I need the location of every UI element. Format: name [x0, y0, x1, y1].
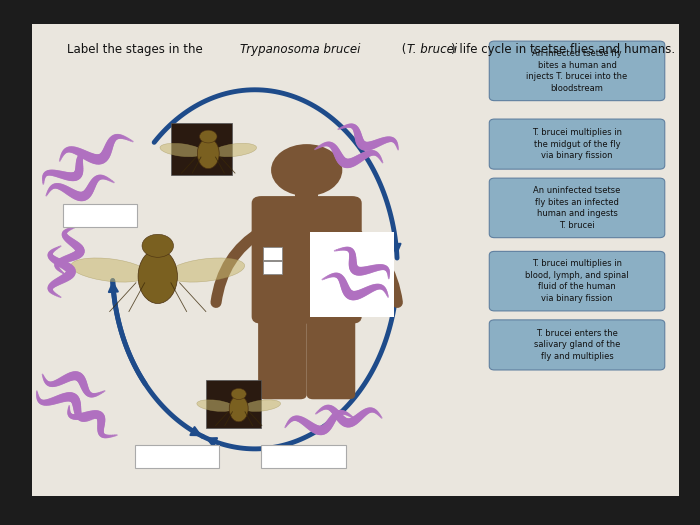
Ellipse shape	[138, 249, 177, 303]
Text: Label the stages in the: Label the stages in the	[67, 43, 206, 56]
Circle shape	[142, 234, 174, 257]
FancyBboxPatch shape	[258, 309, 307, 399]
Ellipse shape	[71, 258, 148, 282]
Bar	[310, 232, 394, 317]
Bar	[262, 261, 282, 274]
Ellipse shape	[197, 400, 234, 412]
FancyBboxPatch shape	[489, 320, 665, 370]
Bar	[62, 204, 137, 227]
FancyBboxPatch shape	[489, 119, 665, 169]
Text: ) life cycle in tsetse flies and humans.: ) life cycle in tsetse flies and humans.	[451, 43, 676, 56]
Circle shape	[271, 144, 342, 196]
Bar	[261, 445, 346, 468]
Bar	[135, 445, 219, 468]
FancyBboxPatch shape	[307, 309, 356, 399]
Bar	[171, 123, 232, 175]
Text: (: (	[398, 43, 407, 56]
Bar	[206, 380, 261, 427]
Text: T. brucei: T. brucei	[407, 43, 457, 56]
Text: T. brucei multiplies in
the midgut of the fly
via binary fission: T. brucei multiplies in the midgut of th…	[532, 128, 622, 160]
Text: T. brucei enters the
salivary gland of the
fly and multiplies: T. brucei enters the salivary gland of t…	[534, 329, 620, 361]
FancyBboxPatch shape	[252, 196, 362, 323]
Text: T. brucei multiplies in
blood, lymph, and spinal
fluid of the human
via binary f: T. brucei multiplies in blood, lymph, an…	[525, 259, 629, 303]
Bar	[262, 247, 282, 260]
Bar	[295, 180, 318, 205]
Ellipse shape	[167, 258, 245, 282]
Text: An uninfected tsetse
fly bites an infected
human and ingests
T. brucei: An uninfected tsetse fly bites an infect…	[533, 186, 621, 229]
Ellipse shape	[229, 396, 248, 422]
FancyBboxPatch shape	[25, 19, 685, 501]
FancyBboxPatch shape	[489, 251, 665, 311]
Text: An infected tsetse fly
bites a human and
injects T. brucei into the
bloodstream: An infected tsetse fly bites a human and…	[526, 49, 628, 92]
FancyBboxPatch shape	[489, 178, 665, 238]
Ellipse shape	[214, 143, 256, 157]
Ellipse shape	[243, 400, 281, 412]
Circle shape	[199, 130, 217, 143]
FancyBboxPatch shape	[489, 41, 665, 101]
Text: Trypanosoma brucei: Trypanosoma brucei	[240, 43, 360, 56]
Ellipse shape	[197, 139, 219, 169]
Ellipse shape	[160, 143, 203, 157]
Circle shape	[231, 388, 246, 400]
